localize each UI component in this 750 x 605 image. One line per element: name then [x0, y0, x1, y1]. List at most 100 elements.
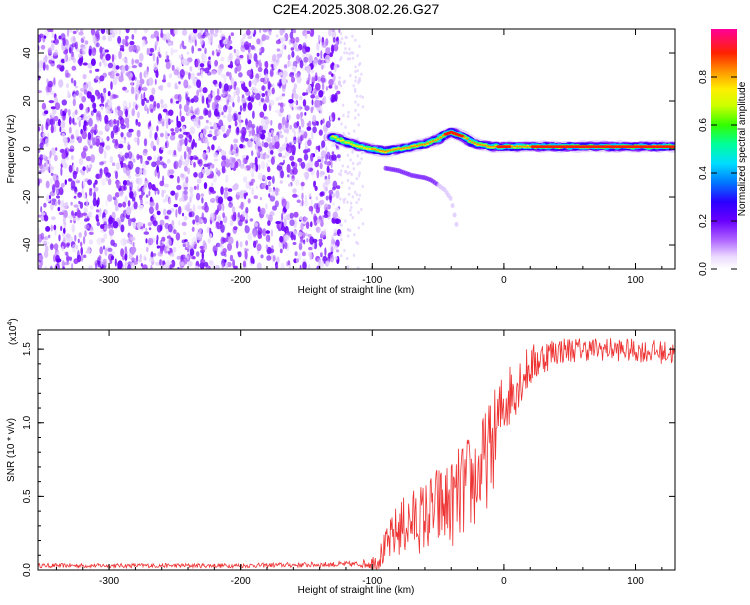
noise-speck [296, 113, 300, 120]
noise-speck [189, 126, 196, 135]
noise-speck [196, 79, 202, 88]
signal-track-layer-5 [360, 145, 364, 148]
noise-speck [257, 227, 263, 236]
noise-speck [226, 71, 230, 77]
signal-track-layer-5 [334, 136, 337, 139]
noise-speck [325, 47, 331, 55]
noise-speck [251, 172, 255, 178]
noise-speck [62, 266, 65, 269]
noise-speck [348, 57, 352, 61]
noise-speck [135, 104, 138, 111]
noise-speck [124, 195, 128, 202]
noise-speck [150, 34, 155, 39]
noise-speck [342, 131, 345, 136]
noise-speck [223, 105, 228, 113]
noise-speck [323, 95, 327, 105]
noise-speck [139, 253, 142, 260]
noise-speck [196, 107, 200, 116]
noise-speck [292, 140, 298, 144]
noise-speck [267, 91, 272, 96]
noise-speck [294, 251, 298, 257]
noise-speck [170, 47, 174, 56]
noise-speck [312, 114, 317, 123]
signal-track-layer-5 [341, 139, 345, 142]
noise-speck [260, 207, 266, 215]
noise-speck [248, 80, 252, 88]
noise-speck [44, 245, 49, 253]
colorbar-tick-label: 0.8 [698, 70, 709, 84]
noise-speck [308, 54, 313, 64]
noise-speck [355, 200, 358, 204]
noise-speck [144, 97, 147, 102]
noise-speck [184, 165, 188, 172]
noise-speck [98, 130, 104, 136]
noise-speck [127, 200, 131, 207]
noise-speck [313, 203, 319, 210]
noise-speck [265, 234, 271, 242]
noise-speck [145, 194, 149, 198]
noise-speck [232, 184, 238, 191]
noise-speck [289, 219, 295, 227]
noise-speck [166, 247, 170, 252]
noise-speck [320, 171, 326, 176]
noise-speck [251, 79, 257, 85]
noise-speck [88, 265, 93, 269]
noise-speck [38, 148, 41, 154]
noise-speck [148, 77, 154, 86]
noise-speck [191, 118, 195, 122]
noise-speck [348, 186, 351, 190]
noise-speck [306, 53, 312, 57]
noise-speck [320, 252, 323, 258]
noise-speck [124, 89, 129, 93]
signal-core [429, 141, 432, 144]
noise-speck [238, 111, 242, 115]
spectrogram-x-axis-label: Height of straight line (km) [298, 285, 415, 296]
noise-speck [357, 226, 360, 230]
signal-core [442, 134, 445, 137]
noise-speck [74, 41, 78, 50]
signal-core [405, 146, 408, 149]
noise-speck [78, 57, 83, 67]
noise-speck [244, 250, 248, 260]
noise-speck [109, 94, 114, 101]
noise-speck [154, 168, 157, 177]
noise-speck [55, 254, 60, 263]
noise-speck [49, 265, 53, 269]
noise-speck [299, 216, 303, 220]
noise-speck [221, 262, 224, 269]
signal-core [379, 149, 382, 152]
noise-speck [292, 29, 297, 34]
noise-speck [64, 69, 69, 79]
noise-speck [356, 154, 359, 158]
noise-speck [202, 152, 207, 160]
noise-speck [249, 218, 254, 222]
noise-speck [270, 119, 273, 126]
noise-speck [47, 47, 52, 55]
noise-speck [88, 45, 93, 55]
noise-speck [227, 196, 233, 202]
noise-speck [146, 47, 149, 56]
noise-speck [315, 226, 321, 233]
noise-speck [215, 83, 219, 88]
noise-speck [73, 217, 77, 221]
noise-speck [354, 116, 357, 120]
noise-speck [50, 224, 53, 232]
noise-speck [284, 242, 288, 250]
signal-core [465, 138, 469, 140]
noise-speck [296, 199, 301, 203]
noise-speck [110, 81, 113, 90]
noise-speck [148, 190, 151, 196]
noise-speck [47, 55, 53, 61]
noise-speck [314, 160, 320, 168]
noise-speck [214, 59, 219, 67]
noise-speck [287, 114, 291, 121]
noise-speck [107, 247, 113, 252]
noise-speck [125, 38, 128, 44]
faint-branch-point [452, 212, 457, 218]
noise-speck [310, 153, 314, 162]
noise-speck [291, 50, 295, 58]
noise-speck [141, 36, 147, 41]
noise-speck [237, 251, 242, 258]
noise-speck [345, 51, 349, 55]
spectrogram-y-tick-label: 20 [22, 95, 33, 107]
